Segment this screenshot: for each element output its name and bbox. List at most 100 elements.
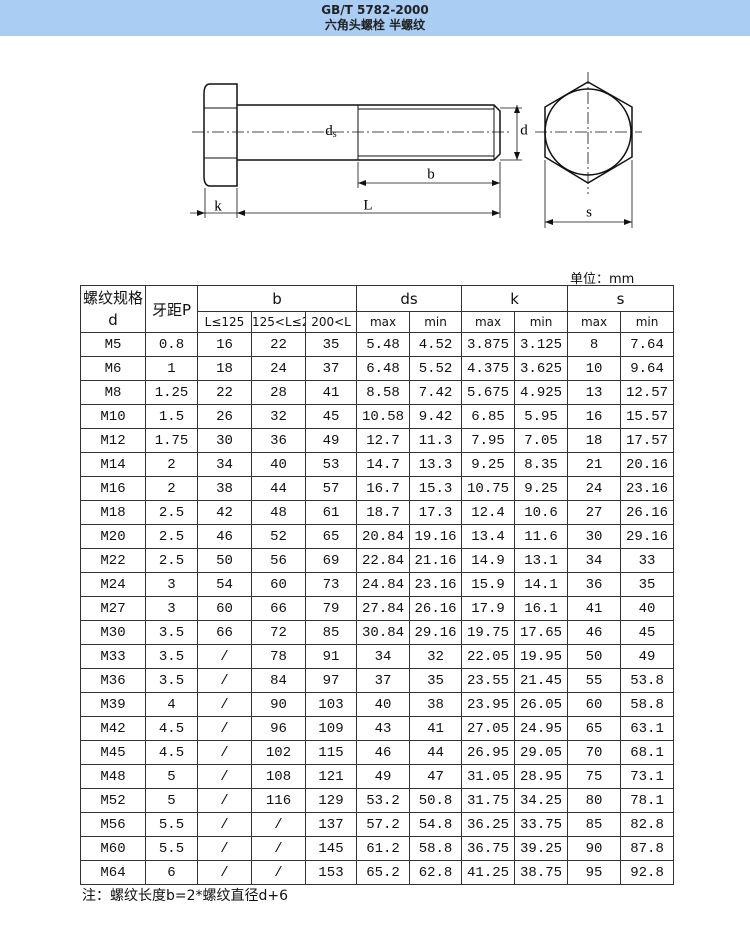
cell: 80 bbox=[567, 788, 622, 813]
cell: 2.5 bbox=[145, 548, 198, 573]
cell: 62.8 bbox=[409, 860, 463, 885]
cell: 49 bbox=[620, 644, 675, 669]
cell: 5.5 bbox=[145, 836, 198, 861]
cell: 3.125 bbox=[514, 332, 569, 357]
cell: 46 bbox=[197, 524, 252, 549]
cell: 26.05 bbox=[514, 692, 569, 717]
cell: 9.64 bbox=[620, 356, 675, 381]
cell: 5 bbox=[145, 788, 198, 813]
cell: 70 bbox=[567, 740, 622, 765]
cell: 53.8 bbox=[620, 668, 675, 693]
cell: 7.42 bbox=[409, 380, 463, 405]
cell: 9.42 bbox=[409, 404, 463, 429]
cell: 32 bbox=[251, 404, 306, 429]
cell: 3 bbox=[145, 572, 198, 597]
cell: 22.05 bbox=[461, 644, 516, 669]
cell: 8.58 bbox=[356, 380, 411, 405]
cell: 79 bbox=[304, 596, 358, 621]
d-label: d bbox=[520, 122, 528, 138]
cell: 23.55 bbox=[461, 668, 516, 693]
limit: max bbox=[461, 311, 516, 333]
cell: 26 bbox=[197, 404, 252, 429]
table-row: M24 3 54 60 73 24.84 23.16 15.9 14.1 36 35 bbox=[80, 572, 675, 597]
cell: 26.95 bbox=[461, 740, 516, 765]
cell: M18 bbox=[80, 500, 146, 525]
cell: 13.4 bbox=[461, 524, 516, 549]
table-row: M48 5/108 121 49 47 31.05 28.95 75 73.1 bbox=[80, 764, 675, 789]
cell: 40 bbox=[356, 692, 411, 717]
cell: 90 bbox=[251, 692, 306, 717]
cell: 9.25 bbox=[461, 452, 516, 477]
cell: 4.5 bbox=[145, 716, 198, 741]
cell: 2.5 bbox=[145, 500, 198, 525]
note: 注：螺纹长度b=2*螺纹直径d+6 bbox=[82, 888, 289, 904]
ds-sub: s bbox=[333, 129, 337, 140]
bolt-drawing: ds d b L k s bbox=[190, 72, 642, 228]
cell: M56 bbox=[80, 812, 146, 837]
cell: 8.35 bbox=[514, 452, 569, 477]
cell: 22 bbox=[197, 380, 252, 405]
table-row: M5 0.8 16 22 35 5.48 4.52 3.875 3.125 8 7.64 bbox=[80, 332, 675, 357]
table-row: M60 5.5//145 61.2 58.8 36.75 39.25 90 87.8 bbox=[80, 836, 675, 861]
cell: / bbox=[197, 764, 252, 789]
cell: M64 bbox=[80, 860, 146, 885]
table-row: M22 2.5 50 56 69 22.84 21.16 14.9 13.1 34 33 bbox=[80, 548, 675, 573]
cell: 1 bbox=[145, 356, 198, 381]
cell: 95 bbox=[567, 860, 622, 885]
cell: 5.675 bbox=[461, 380, 516, 405]
cell: 2 bbox=[145, 452, 198, 477]
subtitle: 六角头螺栓 半螺纹 bbox=[324, 18, 426, 32]
cell: M6 bbox=[80, 356, 146, 381]
cell: 115 bbox=[304, 740, 358, 765]
cell: 17.65 bbox=[514, 620, 569, 645]
cell: 22.84 bbox=[356, 548, 411, 573]
header-bar: GB/T 5782-2000 六角头螺栓 半螺纹 bbox=[0, 0, 750, 36]
cell: 16 bbox=[197, 332, 252, 357]
b-range: 125<L≤200 bbox=[251, 311, 306, 333]
cell: / bbox=[197, 644, 252, 669]
cell: 12.57 bbox=[620, 380, 675, 405]
cell: 87.8 bbox=[620, 836, 675, 861]
cell: 61 bbox=[304, 500, 358, 525]
cell: 14.1 bbox=[514, 572, 569, 597]
cell: 96 bbox=[251, 716, 306, 741]
cell: 19.95 bbox=[514, 644, 569, 669]
cell: 46 bbox=[567, 620, 622, 645]
cell: 28 bbox=[251, 380, 306, 405]
cell: M45 bbox=[80, 740, 146, 765]
table-row: M56 5.5//137 57.2 54.8 36.25 33.75 85 82.8 bbox=[80, 812, 675, 837]
cell: 11.6 bbox=[514, 524, 569, 549]
cell: 29.05 bbox=[514, 740, 569, 765]
cell: 32 bbox=[409, 644, 463, 669]
table-row: M6 1 18 24 37 6.48 5.52 4.375 3.625 10 9.64 bbox=[80, 356, 675, 381]
L-label: L bbox=[363, 197, 372, 213]
cell: 35 bbox=[620, 572, 675, 597]
table-row: M33 3.5/78 91 34 32 22.05 19.95 50 49 bbox=[80, 644, 675, 669]
cell: 61.2 bbox=[356, 836, 411, 861]
cell: 43 bbox=[356, 716, 411, 741]
cell: 9.25 bbox=[514, 476, 569, 501]
cell: 58.8 bbox=[409, 836, 463, 861]
col-k: k bbox=[461, 285, 569, 312]
cell: 34 bbox=[567, 548, 622, 573]
cell: 69 bbox=[304, 548, 358, 573]
cell: 56 bbox=[251, 548, 306, 573]
cell: 13 bbox=[567, 380, 622, 405]
cell: 82.8 bbox=[620, 812, 675, 837]
cell: M48 bbox=[80, 764, 146, 789]
cell: 42 bbox=[197, 500, 252, 525]
cell: 17.3 bbox=[409, 500, 463, 525]
cell: 2 bbox=[145, 476, 198, 501]
limit: min bbox=[514, 311, 569, 333]
table-row: M10 1.5 26 32 45 10.58 9.42 6.85 5.95 16 15.57 bbox=[80, 404, 675, 429]
cell: 121 bbox=[304, 764, 358, 789]
cell: 4.5 bbox=[145, 740, 198, 765]
b-range: 200<L bbox=[304, 311, 358, 333]
table-row: M42 4.5/96 109 43 41 27.05 24.95 65 63.1 bbox=[80, 716, 675, 741]
cell: 35 bbox=[409, 668, 463, 693]
cell: 5.5 bbox=[145, 812, 198, 837]
cell: 35 bbox=[304, 332, 358, 357]
cell: 66 bbox=[197, 620, 252, 645]
cell: 108 bbox=[251, 764, 306, 789]
cell: 12.7 bbox=[356, 428, 411, 453]
